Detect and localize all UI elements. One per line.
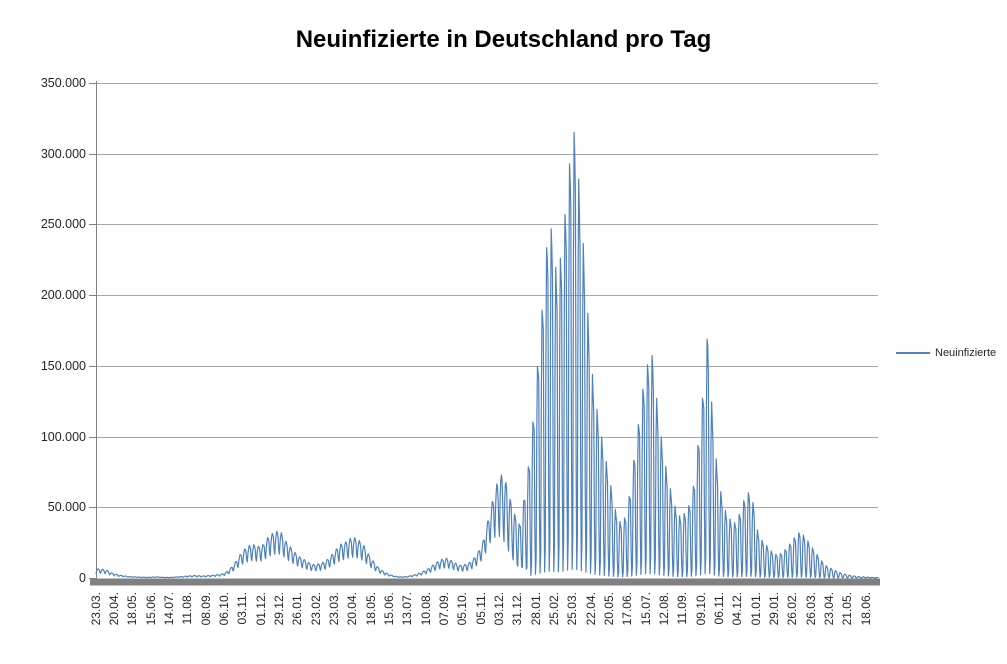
x-axis-tick-label: 26.02. (785, 592, 800, 626)
y-axis-tick-label: 300.000 (40, 146, 86, 161)
x-axis-tick-label: 10.08. (418, 592, 433, 626)
series-line-neuinfizierte (95, 131, 879, 579)
x-axis-tick-label: 05.11. (473, 592, 488, 625)
x-axis-tick-label: 08.09. (198, 592, 213, 626)
x-axis-tick-label: 07.09. (436, 592, 451, 626)
x-axis-tick-label: 21.05. (840, 592, 855, 626)
x-axis-tick-label: 11.09. (675, 592, 690, 625)
x-axis-tick-label: 06.10. (216, 592, 231, 626)
x-axis-tick-label: 09.10. (693, 592, 708, 626)
x-axis-tick-label: 04.12. (730, 592, 745, 626)
x-axis-tick-label: 18.05. (363, 592, 378, 626)
x-axis-tick-label: 03.11. (235, 592, 250, 625)
x-axis-tick-label: 06.11. (712, 592, 726, 625)
legend: Neuinfizierte (896, 347, 996, 359)
x-axis-tick-label: 20.05. (601, 592, 616, 626)
y-axis-tick-label: 100.000 (40, 429, 86, 444)
x-axis-tick-label: 18.05. (125, 592, 140, 626)
x-axis-tick-label: 26.03. (803, 592, 818, 626)
x-axis-tick-label: 12.08. (656, 592, 671, 626)
chart-title: Neuinfizierte in Deutschland pro Tag (295, 26, 712, 53)
x-axis-tick-label: 23.02. (308, 592, 323, 626)
gridlines (96, 83, 878, 508)
y-axis-tick-label: 200.000 (40, 288, 86, 303)
x-axis-tick-label: 17.06. (620, 592, 635, 626)
y-axis-ticks (89, 83, 96, 579)
x-axis-tick-label: 20.04. (106, 592, 121, 626)
y-axis-tick-label: 50.000 (47, 500, 86, 515)
x-axis-tick-label: 22.04. (583, 592, 598, 626)
x-axis-bar (90, 578, 880, 586)
y-axis-tick-label: 0 (79, 571, 86, 585)
x-axis-tick-label: 29.12. (271, 592, 286, 626)
x-axis-tick-label: 23.04. (822, 592, 837, 626)
y-axis-tick-label: 150.000 (40, 358, 86, 373)
x-axis-tick-label: 29.01. (767, 592, 782, 626)
y-axis-tick-label: 250.000 (40, 217, 86, 232)
x-axis-tick-label: 28.01. (528, 592, 543, 626)
x-axis-tick-label: 23.03. (88, 592, 103, 626)
x-axis-tick-label: 15.06. (143, 592, 158, 626)
legend-line-swatch (896, 352, 930, 354)
x-axis-tick-label: 26.01. (290, 592, 305, 626)
x-axis-tick-label: 01.12. (253, 592, 268, 626)
x-axis-tick-label: 11.08. (180, 592, 195, 625)
y-axis-tick-label: 350.000 (40, 76, 86, 90)
x-axis-tick-label: 01.01. (748, 592, 763, 626)
x-axis-tick-label: 14.07. (161, 592, 176, 626)
x-axis-tick-label: 23.03. (326, 592, 341, 626)
x-axis-tick-label: 05.10. (455, 592, 470, 626)
x-axis-tick-label: 25.03. (565, 592, 580, 626)
x-axis-tick-label: 18.06. (858, 592, 873, 626)
x-axis-tick-label: 03.12. (491, 592, 506, 626)
x-axis-tick-label: 25.02. (546, 592, 561, 626)
x-axis-tick-label: 15.06. (381, 592, 396, 626)
x-axis-tick-label: 20.04. (345, 592, 360, 626)
x-axis-tick-label: 31.12. (510, 592, 525, 626)
x-axis-tick-label: 15.07. (638, 592, 653, 626)
x-axis-tick-label: 13.07. (400, 592, 415, 626)
legend-label: Neuinfizierte (935, 347, 997, 359)
